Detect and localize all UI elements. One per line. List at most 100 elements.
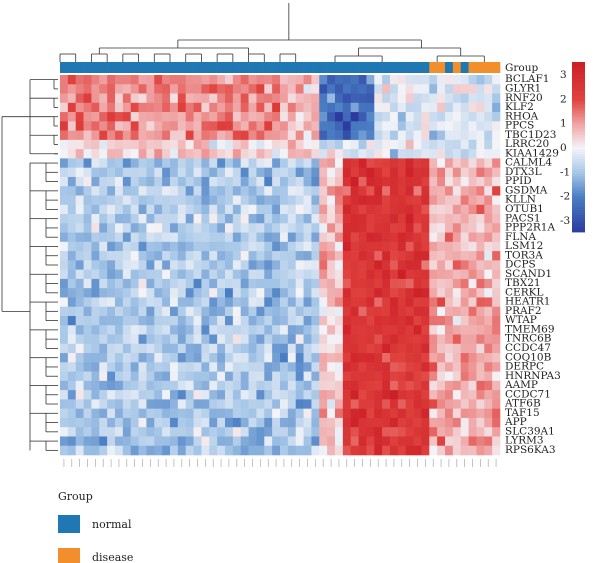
heatmap-cell — [232, 269, 242, 280]
heatmap-cell — [130, 251, 139, 261]
heatmap-cell — [225, 93, 234, 104]
heatmap-cell — [248, 167, 257, 178]
heatmap-cell — [421, 353, 430, 363]
heatmap-cell — [248, 297, 257, 308]
heatmap-cell — [390, 93, 399, 104]
heatmap-cell — [91, 334, 100, 345]
colorbar-tick-label: 3 — [560, 69, 567, 81]
heatmap-cell — [83, 306, 92, 317]
heatmap-cell — [248, 102, 257, 113]
heatmap-cell — [476, 399, 485, 409]
heatmap-cell — [91, 371, 100, 382]
heatmap-cell — [256, 427, 265, 437]
heatmap-cell — [264, 176, 273, 187]
heatmap-cell — [468, 343, 477, 354]
heatmap-cell — [248, 139, 257, 150]
colorbar-segment — [572, 134, 585, 138]
heatmap-cell — [60, 158, 69, 168]
heatmap-cell — [445, 371, 454, 382]
heatmap-cell — [177, 167, 187, 178]
heatmap-cell — [91, 278, 100, 289]
heatmap-cell — [177, 445, 187, 456]
heatmap-cell — [413, 269, 422, 280]
heatmap-cell — [382, 195, 391, 206]
heatmap-cell — [342, 399, 352, 409]
heatmap-cell — [484, 353, 493, 363]
heatmap-cell — [437, 176, 446, 187]
heatmap-cell — [154, 343, 163, 354]
heatmap-cell — [327, 399, 336, 409]
heatmap-cell — [366, 306, 375, 317]
heatmap-cell — [177, 343, 187, 354]
heatmap-cell — [115, 232, 124, 243]
heatmap-cell — [342, 408, 352, 419]
heatmap-cell — [107, 278, 116, 289]
heatmap-cell — [327, 371, 336, 382]
heatmap-cell — [248, 390, 257, 400]
heatmap-cell — [366, 315, 375, 326]
heatmap-cell — [248, 176, 257, 187]
heatmap-cell — [272, 251, 281, 261]
heatmap-cell — [311, 186, 320, 196]
heatmap-cell — [170, 204, 179, 215]
heatmap-cell — [350, 269, 359, 280]
heatmap-cell — [264, 343, 273, 354]
heatmap-cell — [67, 102, 77, 113]
heatmap-cell — [217, 232, 226, 243]
heatmap-cell — [264, 186, 273, 196]
heatmap-cell — [264, 278, 273, 289]
heatmap-cell — [162, 343, 171, 354]
heatmap-cell — [358, 121, 367, 131]
heatmap-cell — [476, 297, 485, 308]
heatmap-cell — [342, 149, 352, 159]
heatmap-cell — [130, 102, 139, 113]
colorbar-segment — [572, 222, 585, 226]
heatmap-cell — [154, 408, 163, 419]
heatmap-cell — [272, 297, 281, 308]
heatmap-cell — [83, 315, 92, 326]
heatmap-cell — [67, 139, 77, 150]
heatmap-cell — [83, 445, 92, 456]
heatmap-cell — [232, 139, 242, 150]
heatmap-cell — [240, 130, 249, 141]
heatmap-cell — [91, 427, 100, 437]
group-bar-cell — [60, 62, 69, 73]
colorbar-segment — [572, 188, 585, 192]
row-label: BCLAF1 — [505, 73, 549, 85]
heatmap-cell — [382, 121, 391, 131]
colorbar-segment — [572, 164, 585, 167]
heatmap-cell — [209, 353, 218, 363]
heatmap-cell — [201, 380, 210, 391]
heatmap-cell — [303, 186, 312, 196]
heatmap-cell — [311, 204, 320, 215]
heatmap-cell — [138, 445, 147, 456]
heatmap-cell — [350, 214, 359, 224]
heatmap-cell — [319, 343, 328, 354]
heatmap-cell — [460, 149, 469, 159]
heatmap-cell — [177, 93, 187, 104]
heatmap-cell — [429, 75, 438, 85]
heatmap-cell — [130, 334, 139, 345]
heatmap-cell — [146, 260, 155, 270]
heatmap-cell — [390, 139, 399, 150]
heatmap-cell — [335, 93, 344, 104]
heatmap-cell — [476, 353, 485, 363]
heatmap-cell — [91, 399, 100, 409]
heatmap-cell — [67, 75, 77, 85]
heatmap-cell — [154, 297, 163, 308]
heatmap-cell — [484, 84, 493, 94]
heatmap-cell — [445, 121, 454, 131]
heatmap-cell — [366, 93, 375, 104]
heatmap-cell — [146, 371, 155, 382]
colorbar-segment — [572, 98, 585, 102]
heatmap-cell — [311, 93, 320, 104]
heatmap-cell — [280, 417, 289, 428]
heatmap-cell — [240, 288, 249, 298]
row-label: FLNA — [505, 231, 536, 243]
heatmap-cell — [138, 176, 147, 187]
group-bar-cell — [130, 62, 139, 73]
heatmap-cell — [350, 232, 359, 243]
heatmap-cell — [193, 334, 202, 345]
heatmap-cell — [374, 241, 383, 252]
heatmap-cell — [460, 241, 469, 252]
